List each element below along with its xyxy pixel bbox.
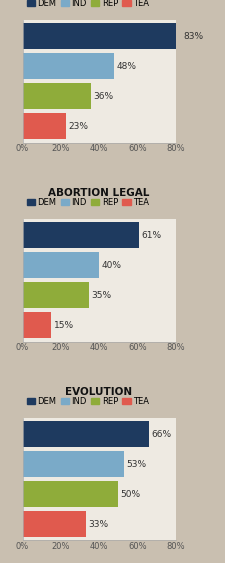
Text: 23%: 23% (69, 122, 89, 131)
Title: EVOLUTION: EVOLUTION (65, 387, 133, 397)
Legend: DEM, IND, REP, TEA: DEM, IND, REP, TEA (27, 198, 149, 207)
Text: 35%: 35% (92, 291, 112, 300)
Bar (22, 24, 181, 49)
Text: 83%: 83% (184, 32, 204, 41)
Text: 36%: 36% (94, 92, 114, 101)
Title: ABORTION LEGAL: ABORTION LEGAL (48, 189, 150, 199)
Text: 50%: 50% (120, 490, 141, 499)
Text: 33%: 33% (88, 520, 108, 529)
Bar (22, 53, 114, 79)
Bar (22, 83, 91, 109)
Text: 61%: 61% (142, 231, 162, 240)
Legend: DEM, IND, REP, TEA: DEM, IND, REP, TEA (27, 0, 149, 8)
Text: 66%: 66% (151, 430, 171, 439)
Bar (22, 312, 51, 338)
Bar (22, 511, 86, 537)
Bar (22, 421, 149, 447)
Legend: DEM, IND, REP, TEA: DEM, IND, REP, TEA (27, 397, 149, 406)
Bar (22, 481, 118, 507)
Text: 40%: 40% (101, 261, 121, 270)
Bar (22, 113, 67, 139)
Bar (22, 282, 90, 308)
Text: 53%: 53% (126, 459, 146, 468)
Bar (22, 452, 124, 477)
Bar (22, 252, 99, 278)
Text: 15%: 15% (54, 320, 74, 329)
Bar (22, 222, 139, 248)
Text: 48%: 48% (117, 61, 137, 70)
